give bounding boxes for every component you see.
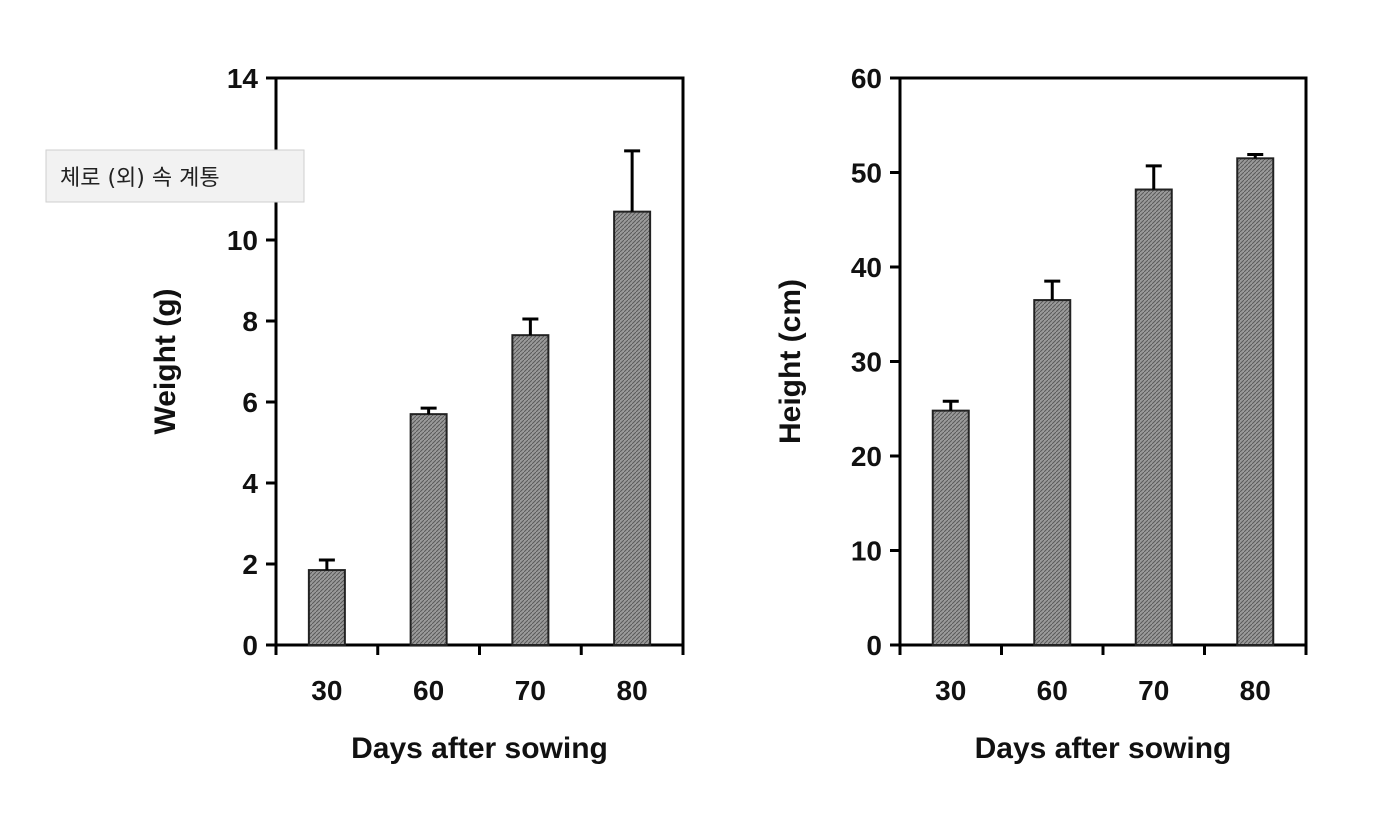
x-axis-title: Days after sowing: [975, 732, 1232, 765]
height-chart: 0 10 20 30 40 50 60 30 60 70 80 Days after sowing He…: [774, 63, 1306, 765]
y-tick-label: 20: [851, 441, 882, 472]
y-tick-label: 60: [851, 63, 882, 94]
x-tick-label: 80: [1240, 675, 1271, 706]
x-tick-label: 30: [935, 675, 966, 706]
y-axis-title: Weight (g): [149, 288, 182, 434]
bar: [411, 414, 447, 645]
x-axis-title: Days after sowing: [351, 732, 608, 765]
x-tick-label: 60: [413, 675, 444, 706]
x-tick-label: 70: [515, 675, 546, 706]
x-tick-label: 80: [617, 675, 648, 706]
x-tick-label: 70: [1138, 675, 1169, 706]
overlay-label-box: 체로 (외) 속 계통: [46, 150, 304, 202]
bar: [512, 335, 548, 645]
bar: [933, 411, 969, 645]
y-tick-label: 4: [242, 468, 258, 499]
y-tick-label: 14: [227, 63, 259, 94]
y-tick-label: 50: [851, 158, 882, 189]
bar: [614, 212, 650, 645]
x-tick-label: 30: [311, 675, 342, 706]
bar: [1034, 300, 1070, 645]
y-tick-label: 0: [242, 630, 258, 661]
bar: [1136, 190, 1172, 645]
overlay-label: 체로 (외) 속 계통: [60, 166, 220, 191]
y-tick-label: 10: [851, 536, 882, 567]
y-tick-label: 8: [242, 306, 258, 337]
y-tick-label: 6: [242, 387, 258, 418]
y-tick-label: 40: [851, 252, 882, 283]
y-tick-label: 0: [866, 630, 882, 661]
y-tick-label: 10: [227, 225, 258, 256]
x-tick-label: 60: [1037, 675, 1068, 706]
bar: [1237, 158, 1273, 645]
bar: [309, 570, 345, 645]
y-tick-label: 30: [851, 347, 882, 378]
y-axis-title: Height (cm): [774, 279, 807, 444]
y-tick-label: 2: [242, 549, 258, 580]
